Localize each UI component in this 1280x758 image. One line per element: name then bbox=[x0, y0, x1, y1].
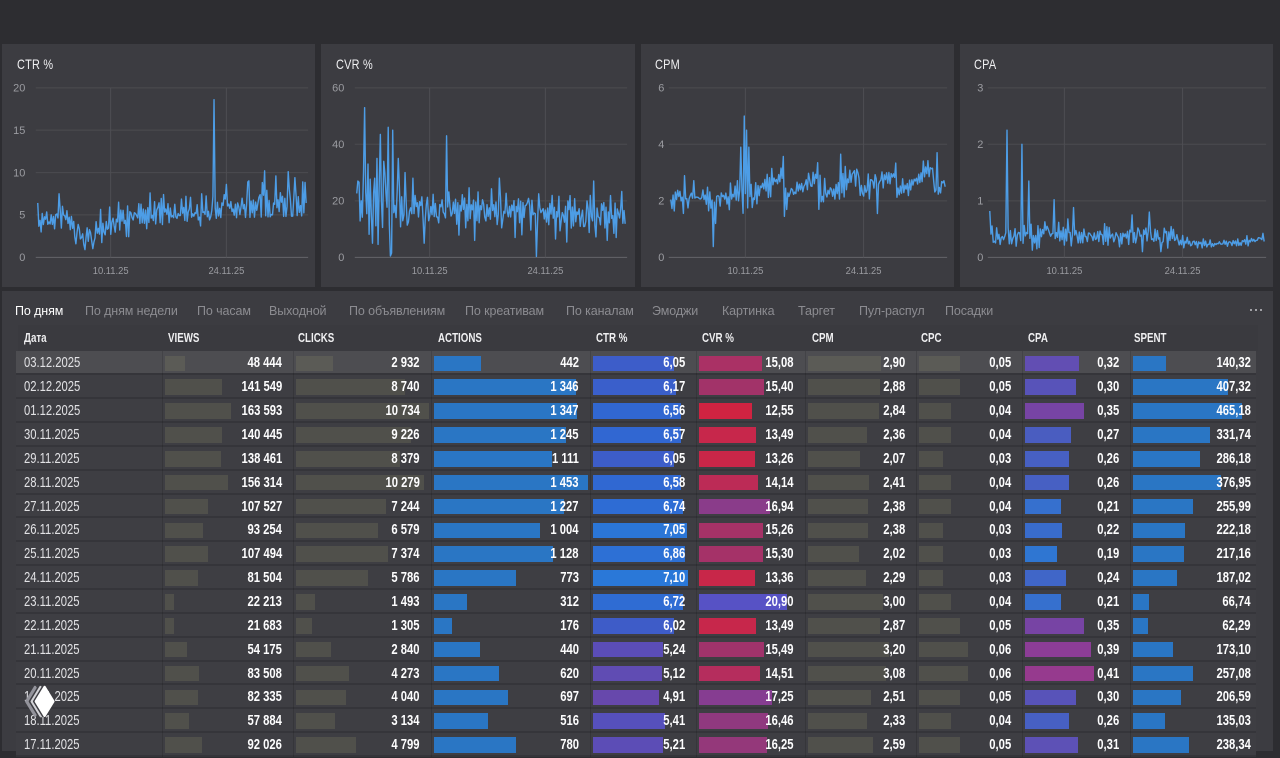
svg-text:24.11.25: 24.11.25 bbox=[1164, 266, 1200, 277]
svg-text:4: 4 bbox=[658, 139, 664, 151]
svg-text:24.11.25: 24.11.25 bbox=[528, 266, 564, 277]
svg-text:10.11.25: 10.11.25 bbox=[1046, 266, 1082, 277]
svg-text:10.11.25: 10.11.25 bbox=[412, 266, 448, 277]
svg-text:24.11.25: 24.11.25 bbox=[208, 266, 244, 277]
svg-text:5: 5 bbox=[19, 210, 25, 222]
svg-text:10: 10 bbox=[13, 167, 25, 179]
svg-text:0: 0 bbox=[19, 252, 25, 264]
svg-text:1: 1 bbox=[977, 196, 983, 208]
svg-text:20: 20 bbox=[13, 83, 25, 95]
svg-text:15: 15 bbox=[13, 125, 25, 137]
svg-text:10.11.25: 10.11.25 bbox=[727, 266, 763, 277]
svg-text:0: 0 bbox=[977, 252, 983, 264]
svg-text:40: 40 bbox=[332, 139, 344, 151]
svg-text:60: 60 bbox=[332, 83, 344, 95]
svg-text:0: 0 bbox=[658, 252, 664, 264]
svg-text:20: 20 bbox=[332, 196, 344, 208]
svg-text:0: 0 bbox=[338, 252, 344, 264]
svg-text:6: 6 bbox=[658, 83, 664, 95]
svg-text:2: 2 bbox=[658, 196, 664, 208]
svg-text:10.11.25: 10.11.25 bbox=[93, 266, 129, 277]
svg-text:2: 2 bbox=[977, 139, 983, 151]
svg-text:24.11.25: 24.11.25 bbox=[845, 266, 881, 277]
svg-text:3: 3 bbox=[977, 83, 983, 95]
